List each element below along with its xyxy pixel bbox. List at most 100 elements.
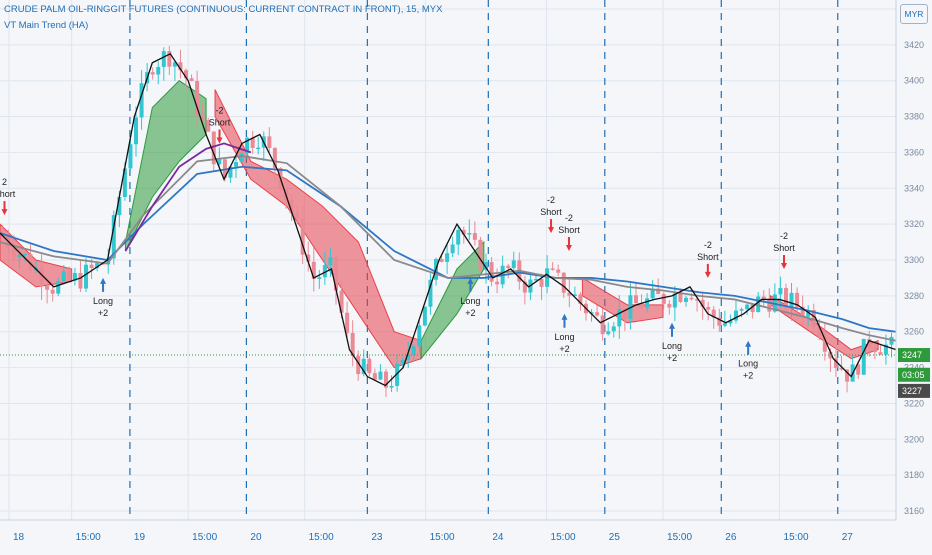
signal-label: -2 xyxy=(704,240,712,250)
candle-body xyxy=(361,358,366,375)
signal-label: +2 xyxy=(743,371,753,381)
signal-label: Short xyxy=(697,252,719,262)
candle-body xyxy=(139,83,144,118)
candle-body xyxy=(506,265,511,269)
signal-label: +2 xyxy=(465,308,475,318)
candle-body xyxy=(350,332,355,356)
candle-body xyxy=(267,136,272,149)
candle-body xyxy=(311,261,316,279)
candle-body xyxy=(11,247,16,258)
candle-body xyxy=(356,355,361,375)
price-tag-bg xyxy=(898,383,930,398)
time-axis-bg xyxy=(0,520,932,550)
long-arrow xyxy=(745,340,752,355)
short-arrow xyxy=(1,201,8,216)
candle-body xyxy=(639,303,644,308)
signal-marker: 2 Short xyxy=(0,177,16,216)
price-tag-label: 3247 xyxy=(902,350,922,360)
candle-body xyxy=(28,254,33,271)
candle-body xyxy=(672,293,677,308)
candle-body xyxy=(78,272,83,289)
signal-label: Short xyxy=(558,225,580,235)
candle-body xyxy=(561,272,566,293)
short-arrow xyxy=(781,254,787,269)
candle-body xyxy=(489,262,494,282)
candle-body xyxy=(17,254,22,258)
long-arrow xyxy=(100,277,107,292)
candle-body xyxy=(289,200,294,214)
candle-body xyxy=(733,310,738,321)
x-tick-label: 27 xyxy=(842,532,854,543)
candle-body xyxy=(689,297,694,300)
candle-body xyxy=(767,299,772,312)
candle-body xyxy=(700,299,705,307)
price-tag-bg xyxy=(898,367,930,382)
x-tick-label: 26 xyxy=(725,532,737,543)
candle-body xyxy=(861,338,866,375)
currency-badge[interactable]: MYR xyxy=(900,4,928,24)
candle-body xyxy=(389,385,394,388)
signal-label: -2 xyxy=(216,105,224,115)
candle-body xyxy=(545,268,550,287)
price-tag: 03:05 xyxy=(898,367,930,382)
candle-body xyxy=(222,159,227,178)
candle-body xyxy=(728,320,733,324)
signal-label: +2 xyxy=(98,308,108,318)
candle-body xyxy=(189,78,194,81)
candle-body xyxy=(367,358,372,374)
candle-body xyxy=(683,297,688,302)
candle-body xyxy=(722,323,727,326)
y-tick-label: 3240 xyxy=(904,363,924,373)
price-tag-bg xyxy=(898,348,930,363)
candle-body xyxy=(395,363,400,386)
signal-marker: Long +2 xyxy=(662,322,682,363)
signal-marker: Long +2 xyxy=(554,313,574,354)
price-tag: 3227 xyxy=(898,383,930,398)
y-tick-label: 3380 xyxy=(904,112,924,122)
candle-body xyxy=(556,269,561,273)
candle-body xyxy=(372,373,377,380)
candle-body xyxy=(128,144,133,169)
signal-marker: -2 Short xyxy=(558,213,580,252)
x-tick-label: 15:00 xyxy=(309,532,334,543)
candle-body xyxy=(650,288,655,299)
candle-body xyxy=(245,137,250,154)
candle-body xyxy=(195,80,200,117)
candle-body xyxy=(339,290,344,313)
candle-body xyxy=(622,308,627,319)
candle-body xyxy=(578,294,583,304)
candle-body xyxy=(872,347,877,353)
signal-label: Long xyxy=(554,332,574,342)
signal-label: +2 xyxy=(559,344,569,354)
signal-label: Long xyxy=(93,296,113,306)
candle-body xyxy=(539,278,544,287)
signal-marker: Long +2 xyxy=(93,277,113,318)
candle-body xyxy=(611,326,616,332)
signal-label: -2 xyxy=(547,195,555,205)
candle-body xyxy=(445,253,450,262)
x-tick-label: 15:00 xyxy=(430,532,455,543)
candle-body xyxy=(661,294,666,304)
candle-body xyxy=(256,147,261,150)
candle-body xyxy=(789,292,794,309)
candle-body xyxy=(478,239,483,270)
x-tick-label: 25 xyxy=(609,532,621,543)
blue-ma-line xyxy=(0,165,897,333)
candle-body xyxy=(22,254,27,256)
candle-body xyxy=(378,371,383,380)
x-tick-label: 20 xyxy=(250,532,262,543)
candle-body xyxy=(778,288,783,295)
y-tick-label: 3160 xyxy=(904,506,924,516)
candle-body xyxy=(161,51,166,67)
candle-body xyxy=(67,271,72,281)
candle-body xyxy=(211,131,216,165)
x-tick-label: 15:00 xyxy=(667,532,692,543)
x-tick-label: 23 xyxy=(371,532,383,543)
candle-body xyxy=(600,315,605,335)
y-tick-label: 3300 xyxy=(904,255,924,265)
y-tick-label: 3320 xyxy=(904,219,924,229)
candle-body xyxy=(306,254,311,262)
signal-marker: Long +2 xyxy=(460,277,480,318)
candle-body xyxy=(572,294,577,296)
